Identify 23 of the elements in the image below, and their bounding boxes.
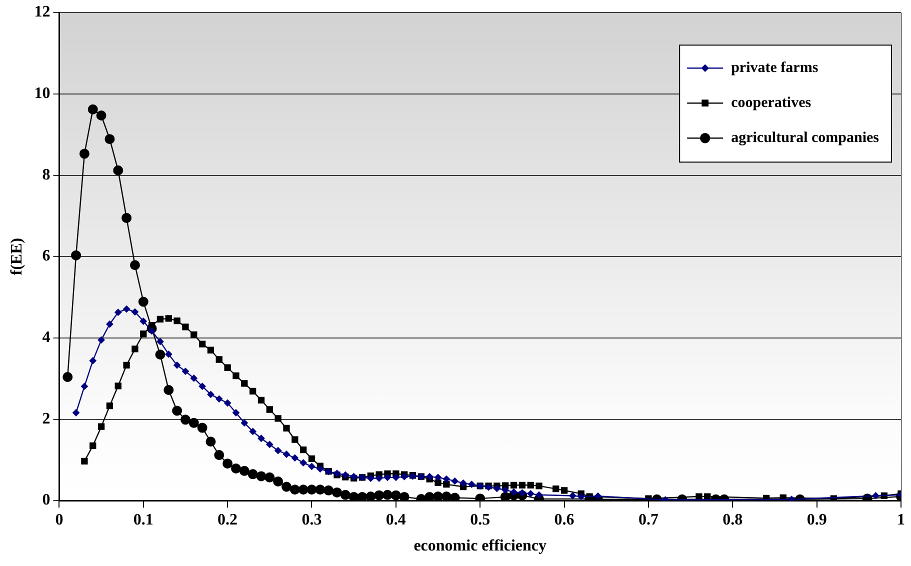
y-tick-label: 2 — [42, 410, 50, 428]
x-tick-label: 0.8 — [722, 511, 743, 528]
x-tick-label: 0.5 — [470, 511, 490, 528]
y-tick-label: 4 — [42, 329, 50, 346]
x-tick-label: 0.7 — [638, 511, 658, 528]
y-tick-label: 0 — [42, 492, 50, 509]
x-tick-label: 0 — [55, 511, 64, 528]
legend-label: agricultural companies — [731, 130, 880, 146]
legend-label: cooperatives — [731, 94, 812, 111]
y-tick-label: 6 — [42, 248, 50, 265]
x-axis-title: economic efficiency — [414, 538, 547, 555]
x-tick-label: 0.9 — [806, 511, 827, 528]
x-tick-label: 0.2 — [218, 511, 238, 528]
x-tick-label: 0.6 — [554, 511, 574, 528]
y-axis-title: f(EE) — [8, 238, 26, 276]
y-tick-label: 12 — [34, 4, 50, 21]
y-tick-label: 10 — [34, 85, 50, 102]
y-tick-label: 8 — [42, 166, 50, 184]
x-tick-label: 0.1 — [133, 511, 154, 528]
legend-label: private farms — [731, 60, 818, 76]
x-tick-label: 0.3 — [302, 511, 322, 528]
x-tick-label: 1 — [897, 511, 905, 528]
x-tick-label: 0.4 — [386, 511, 406, 528]
